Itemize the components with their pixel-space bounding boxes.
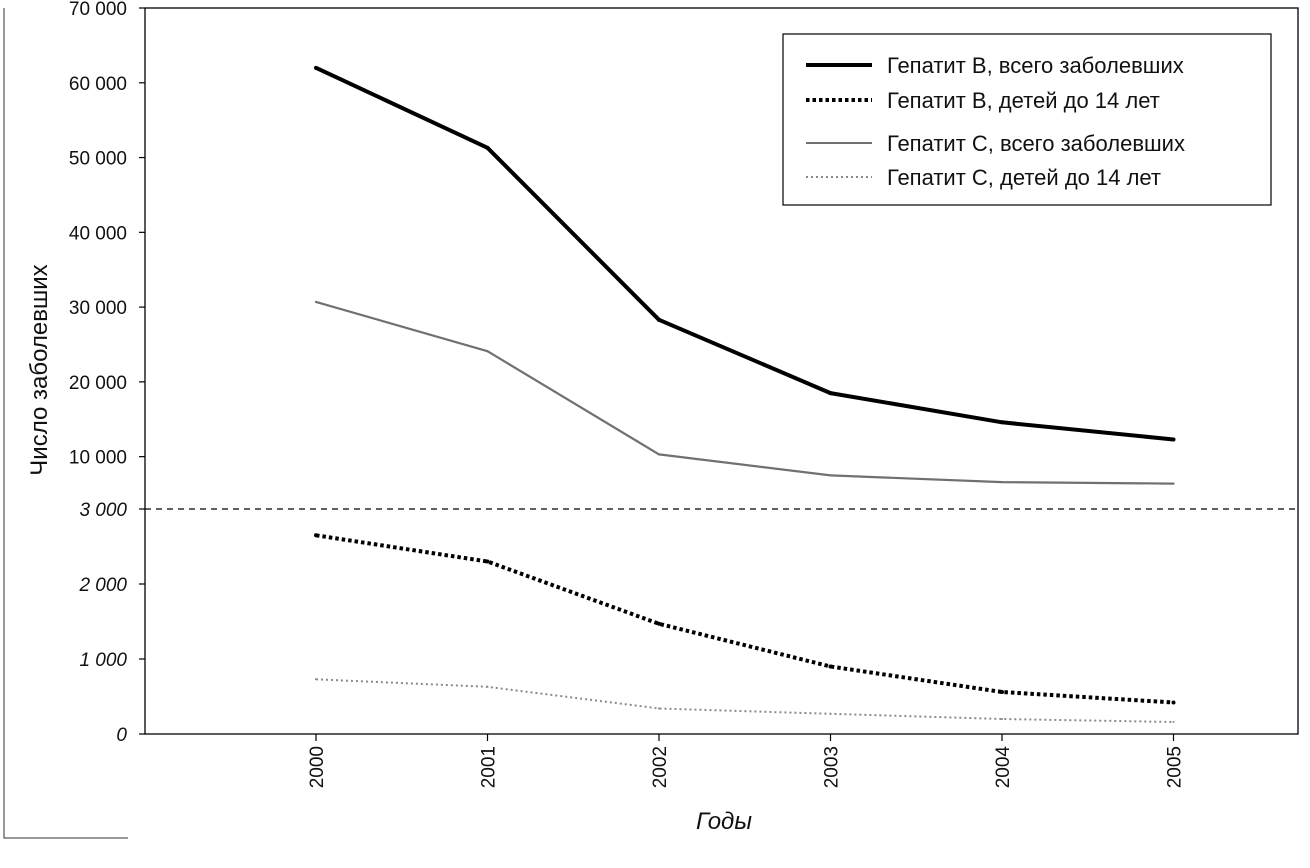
data-point [1000,690,1004,694]
y-tick-label: 1 000 [79,650,127,671]
data-point [1000,480,1004,484]
y-tick-label: 0 [116,725,127,746]
data-point [657,453,661,456]
data-point [485,559,490,564]
data-point [1001,718,1003,720]
y-tick-label: 50 000 [69,149,127,170]
data-point [829,474,832,477]
data-point [486,685,489,688]
data-point [657,317,661,322]
series-line [315,678,1174,723]
data-point [485,145,490,150]
y-tick-label: 40 000 [69,223,127,244]
x-axis-ticks: 2000 2001 2002 2003 2004 2005 [307,734,1186,788]
series-line [315,533,1174,705]
legend-label-hep-b-total: Гепатит B, всего заболевших [887,53,1184,78]
data-point [828,391,833,396]
data-point [314,300,318,303]
x-tick-label: 2005 [1165,746,1186,788]
x-axis-title: Годы [696,808,752,835]
legend-box [782,33,1272,206]
x-tick-label: 2001 [479,746,500,788]
data-point [1000,420,1004,425]
data-point [486,350,489,353]
series-layer [314,65,1176,723]
data-point [828,664,833,669]
y-axis-ticks: 10 000 20 000 30 000 40 000 50 000 60 000 70 0… [69,0,145,746]
x-tick-label: 2004 [993,746,1014,789]
y-tick-label: 3 000 [79,500,127,521]
data-point [1172,721,1175,723]
data-point [315,678,317,681]
y-tick-label: 30 000 [69,298,127,319]
legend-label-hep-b-children: Гепатит B, детей до 14 лет [887,88,1160,113]
plot-frame [144,7,1299,735]
x-tick-label: 2003 [822,746,843,788]
y-tick-label: 10 000 [69,448,127,469]
data-point [314,533,318,538]
data-point [1171,437,1176,442]
y-tick-label: 20 000 [69,373,127,394]
y-axis-title: Число заболевших [26,264,53,475]
y-tick-label: 70 000 [69,0,127,20]
data-point [829,712,832,715]
data-point [657,621,661,626]
y-tick-label: 60 000 [69,74,127,95]
series-line [315,300,1174,485]
legend: Гепатит B, всего заболевших Гепатит B, д… [782,33,1272,206]
legend-label-hep-c-children: Гепатит C, детей до 14 лет [887,165,1161,190]
y-tick-label: 2 000 [78,575,127,596]
outer-frame [3,8,128,839]
x-tick-label: 2002 [650,746,671,788]
data-point [658,707,660,710]
x-tick-label: 2000 [307,746,328,788]
data-point [314,65,318,70]
data-point [1171,700,1176,705]
series-line [315,65,1174,442]
data-point [1172,482,1175,485]
legend-label-hep-c-total: Гепатит C, всего заболевших [887,131,1185,156]
